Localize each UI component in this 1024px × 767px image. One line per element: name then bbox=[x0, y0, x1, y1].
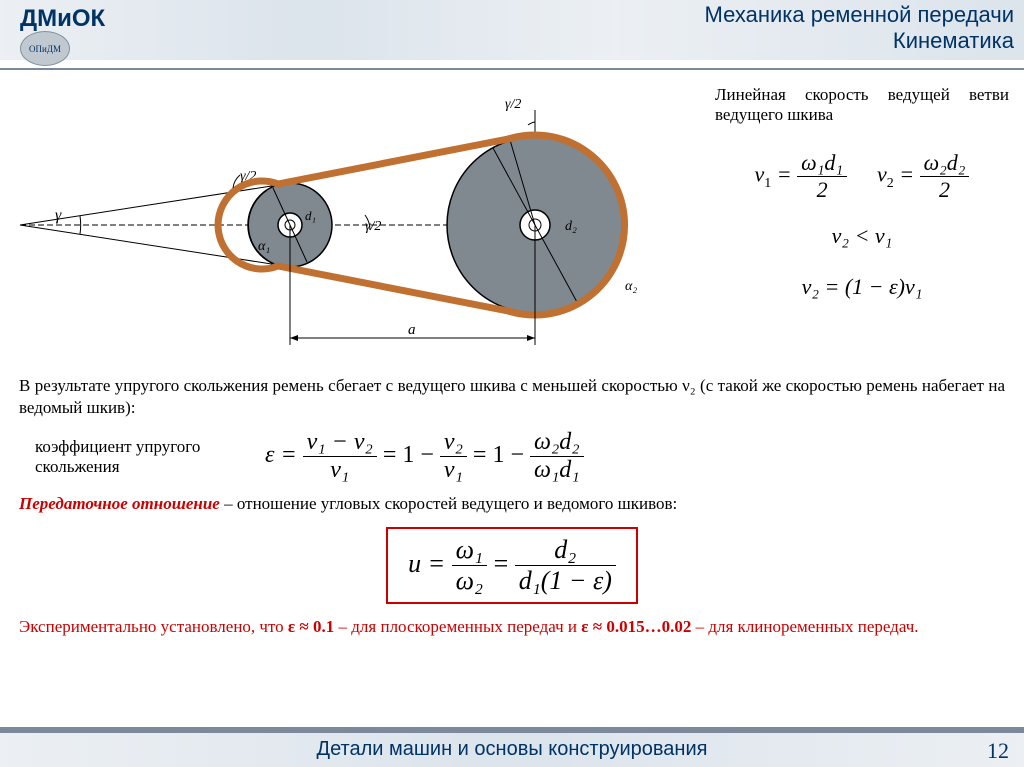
title-line-2: Кинематика bbox=[705, 28, 1014, 54]
formula-epsilon: ε = ν₁ − ν₂ν₁ = 1 − ν₂ν₁ = 1 − ω₂d₂ω₁d₁ bbox=[265, 429, 584, 484]
d1-label: d₁ bbox=[305, 208, 316, 223]
footer-text: Детали машин и основы конструирования bbox=[0, 733, 1024, 761]
formula-slip: ν₂ = (1 − ε)ν₁ bbox=[715, 274, 1009, 300]
v-formulas: ν1 = ω₁d₁2 ν2 = ω₂d₂2 bbox=[715, 150, 1009, 203]
gamma-half-right: γ/2 bbox=[505, 97, 521, 112]
page-number: 12 bbox=[987, 738, 1009, 764]
alpha1-label: α₁ bbox=[258, 239, 270, 254]
top-row: γ γ/2 γ/2 γ/2 d₁ α₁ bbox=[15, 80, 1009, 360]
diagram-svg: γ γ/2 γ/2 γ/2 d₁ α₁ bbox=[15, 80, 695, 360]
right-column: Линейная скорость ведущей ветви ведущего… bbox=[715, 80, 1009, 360]
formula-v1: ν1 = ω₁d₁2 bbox=[755, 150, 847, 203]
footer: Детали машин и основы конструирования 12 bbox=[0, 727, 1024, 767]
gamma-label: γ bbox=[55, 207, 62, 224]
belt-drive-diagram: γ γ/2 γ/2 γ/2 d₁ α₁ bbox=[15, 80, 695, 360]
formula-v2: ν2 = ω₂d₂2 bbox=[877, 150, 969, 203]
ratio-definition: Передаточное отношение – отношение углов… bbox=[19, 494, 1005, 514]
alpha2-label: α₂ bbox=[625, 279, 637, 294]
experimental-text: Экспериментально установлено, что ε ≈ 0.… bbox=[19, 617, 1005, 637]
title-line-1: Механика ременной передачи bbox=[705, 2, 1014, 28]
logo-text: ДМиОК bbox=[20, 5, 105, 33]
d2-label: d₂ bbox=[565, 219, 577, 234]
formula-inequality: ν₂ < ν₁ bbox=[715, 223, 1009, 249]
logo-badge: ОПиДМ bbox=[20, 31, 70, 66]
paragraph-1: В результате упругого скольжения ремень … bbox=[19, 375, 1005, 419]
coef-label: коэффициент упругого скольжения bbox=[35, 437, 235, 477]
header: ДМиОК ОПиДМ Механика ременной передачи К… bbox=[0, 0, 1024, 70]
a-label: a bbox=[408, 322, 416, 338]
logo-area: ДМиОК ОПиДМ bbox=[20, 5, 105, 66]
title-area: Механика ременной передачи Кинематика bbox=[705, 2, 1014, 54]
boxed-formula-row: u = ω₁ω₂ = d₂d₁(1 − ε) bbox=[15, 522, 1009, 609]
gamma-half-mid: γ/2 bbox=[365, 219, 381, 234]
coefficient-row: коэффициент упругого скольжения ε = ν₁ −… bbox=[35, 429, 989, 484]
formula-u-boxed: u = ω₁ω₂ = d₂d₁(1 − ε) bbox=[386, 527, 638, 604]
content: γ γ/2 γ/2 γ/2 d₁ α₁ bbox=[0, 70, 1024, 637]
linear-speed-text: Линейная скорость ведущей ветви ведущего… bbox=[715, 85, 1009, 125]
